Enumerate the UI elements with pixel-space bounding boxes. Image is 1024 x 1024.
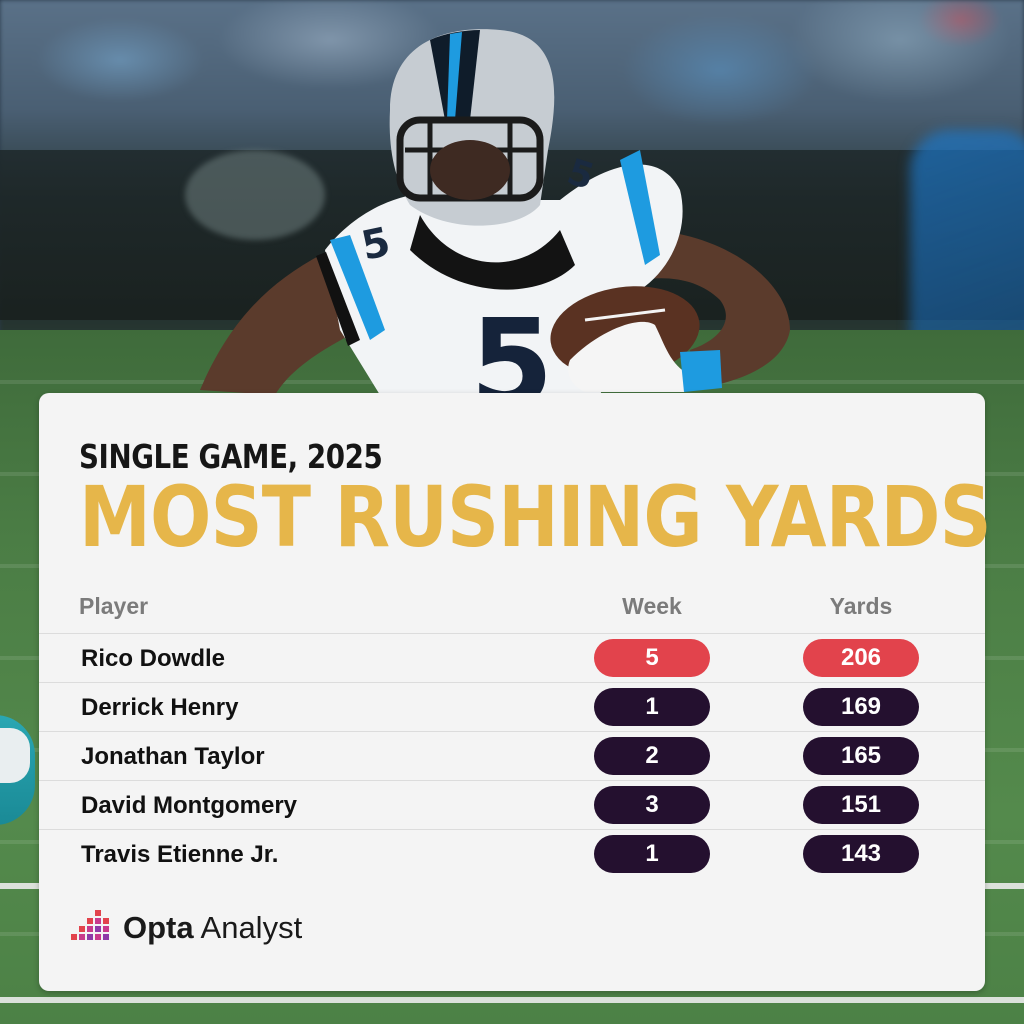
- column-header-week: Week: [622, 593, 682, 619]
- yard-line: [0, 997, 1024, 1003]
- yards-pill: 151: [803, 786, 919, 824]
- rushing-table: Rico Dowdle 5 206 Derrick Henry 1 169 Jo…: [39, 633, 985, 878]
- brand-name-rest: Analyst: [193, 910, 303, 945]
- table-row: David Montgomery 3 151: [39, 780, 985, 829]
- week-pill: 1: [594, 835, 710, 873]
- table-row: Rico Dowdle 5 206: [39, 633, 985, 682]
- table-row: Derrick Henry 1 169: [39, 682, 985, 731]
- card-headline: MOST RUSHING YARDS: [79, 468, 992, 566]
- football-player-photo: 5 5 5: [200, 29, 790, 400]
- table-row: Jonathan Taylor 2 165: [39, 731, 985, 780]
- player-name: Derrick Henry: [81, 694, 239, 721]
- player-name: David Montgomery: [81, 792, 298, 819]
- column-header-player: Player: [79, 593, 149, 619]
- week-pill: 2: [594, 737, 710, 775]
- column-header-yards: Yards: [829, 593, 893, 619]
- jersey-number-chest: 5: [470, 295, 554, 400]
- week-pill: 5: [594, 639, 710, 677]
- brand-name-bold: Opta: [123, 910, 194, 945]
- stats-card: SINGLE GAME, 2025 MOST RUSHING YARDS Pla…: [39, 393, 992, 991]
- yards-pill: 143: [803, 835, 919, 873]
- brand-wordmark: Opta Analyst: [123, 910, 302, 946]
- opponent-jersey-edge-white: [0, 728, 30, 783]
- week-pill: 3: [594, 786, 710, 824]
- table-row: Travis Etienne Jr. 1 143: [39, 829, 985, 878]
- opta-bars-logo-icon: [71, 910, 109, 940]
- card-kicker: SINGLE GAME, 2025: [79, 437, 383, 476]
- wall-logo: [185, 150, 325, 240]
- player-name: Jonathan Taylor: [81, 743, 265, 770]
- week-pill: 1: [594, 688, 710, 726]
- player-name: Travis Etienne Jr.: [81, 841, 279, 868]
- player-name: Rico Dowdle: [81, 645, 226, 672]
- yards-pill: 165: [803, 737, 919, 775]
- yards-pill: 206: [803, 639, 919, 677]
- yards-pill: 169: [803, 688, 919, 726]
